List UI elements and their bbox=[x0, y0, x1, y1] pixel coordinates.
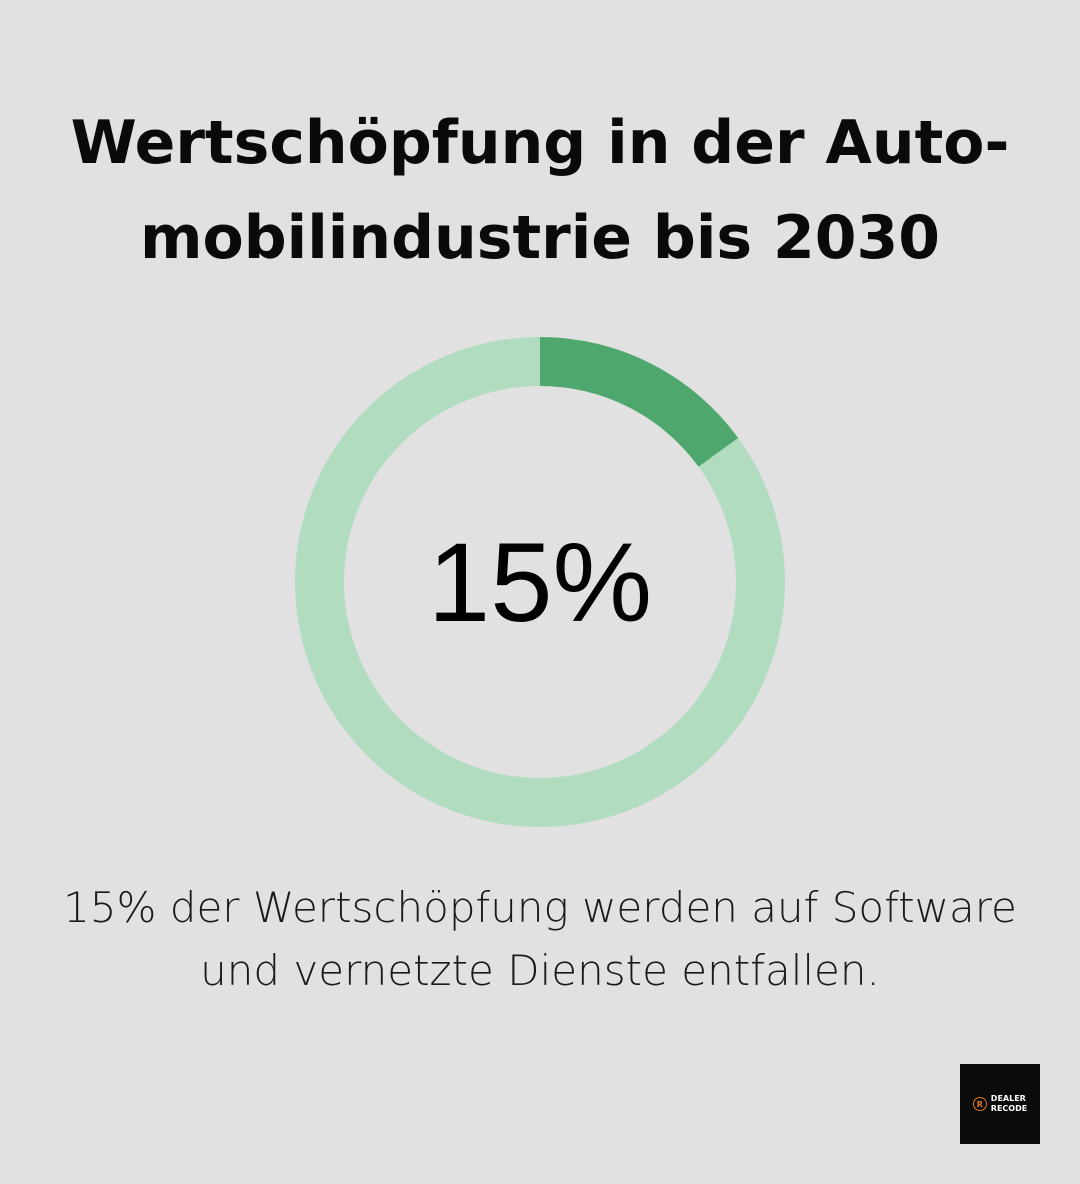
donut-slice-highlight bbox=[540, 337, 739, 467]
caption: 15% der Wertschöpfung werden auf Softwar… bbox=[0, 876, 1080, 1002]
logo-wordmark: DEALER RECODE bbox=[991, 1094, 1027, 1114]
logo-line-1: DEALER bbox=[990, 1094, 1026, 1103]
brand-logo: R DEALER RECODE bbox=[960, 1064, 1040, 1144]
title-line-2: mobilindustrie bis 2030 bbox=[139, 203, 940, 273]
page-title: Wertschöpfung in der Auto- mobilindustri… bbox=[0, 96, 1080, 286]
caption-line-2: und vernetzte Dienste entfallen. bbox=[200, 946, 880, 995]
donut-chart bbox=[295, 337, 785, 827]
donut-center-value: 15% bbox=[427, 519, 653, 645]
caption-line-1: 15% der Wertschöpfung werden auf Softwar… bbox=[63, 883, 1017, 932]
logo-line-2: RECODE bbox=[990, 1104, 1028, 1113]
logo-mark-icon: R bbox=[972, 1097, 987, 1111]
title-line-1: Wertschöpfung in der Auto- bbox=[70, 108, 1010, 178]
